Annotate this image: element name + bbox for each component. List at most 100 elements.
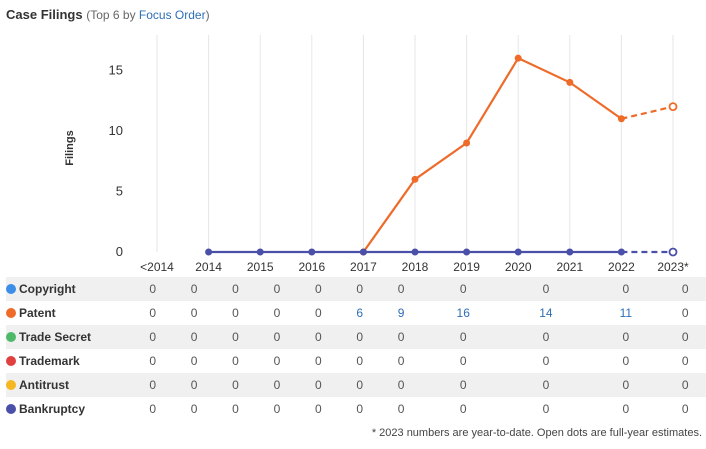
y-tick-10: 10 [109, 123, 123, 138]
cell-trade-secret-8: 0 [504, 325, 588, 349]
cell-trademark-5: 0 [356, 354, 364, 368]
series-name: Patent [19, 306, 56, 320]
series-label-patent[interactable]: Patent [6, 301, 132, 325]
cell-trademark-10: 0 [681, 354, 689, 368]
cell-antitrust-10: 0 [664, 373, 706, 397]
subtitle-prefix: (Top 6 by [86, 8, 139, 22]
cell-copyright-6: 0 [380, 277, 422, 301]
cell-bankruptcy-9: 0 [622, 402, 630, 416]
cell-bankruptcy-3: 0 [273, 402, 281, 416]
patent-estimate-line [621, 105, 674, 120]
cell-patent-4: 0 [314, 306, 322, 320]
cell-patent-0: 0 [149, 306, 157, 320]
legend-dot-icon [6, 308, 16, 318]
legend-dot-icon [6, 404, 16, 414]
cell-copyright-10: 0 [664, 277, 706, 301]
cell-bankruptcy-6: 0 [397, 402, 405, 416]
patent-line [362, 56, 623, 253]
cell-trade-secret-6: 0 [380, 325, 422, 349]
cell-antitrust-3: 0 [256, 373, 298, 397]
bankruptcy-point-7 [514, 248, 522, 256]
x-tick-4: 2017 [350, 260, 377, 274]
chart-title-bar: Case Filings (Top 6 by Focus Order) [6, 7, 210, 22]
cell-copyright-7: 0 [421, 277, 505, 301]
focus-order-link[interactable]: Focus Order [138, 8, 206, 22]
line-chart: 0 5 10 15 Filings <2014 2014 2015 2016 2017 2018 20… [64, 35, 689, 274]
x-tick-2: 2015 [247, 260, 274, 274]
cell-antitrust-5: 0 [339, 373, 381, 397]
cell-trade-secret-3: 0 [256, 325, 298, 349]
cell-bankruptcy-2: 0 [232, 402, 239, 416]
cell-trademark-7: 0 [459, 354, 467, 368]
cell-patent-9[interactable]: 11 [619, 306, 633, 320]
cell-copyright-1: 0 [173, 277, 215, 301]
series-name: Trademark [19, 354, 80, 368]
cell-bankruptcy-4: 0 [314, 402, 322, 416]
patent-point-7 [514, 54, 522, 62]
cell-bankruptcy-7: 0 [459, 402, 467, 416]
cell-antitrust-0: 0 [132, 373, 174, 397]
cell-copyright-0: 0 [132, 277, 174, 301]
bankruptcy-point-2 [256, 248, 264, 256]
cell-patent-10: 0 [681, 306, 689, 320]
x-tick-10: 2023* [657, 260, 689, 274]
cell-bankruptcy-10: 0 [681, 402, 689, 416]
bankruptcy-point-1 [205, 248, 213, 256]
cell-trade-secret-4: 0 [297, 325, 340, 349]
filings-table: Copyright 0 0 0 0 0 0 0 0 0 0 0 Patent 0 0 0 0 0 6 9 16 14 11 0… [6, 277, 706, 421]
cell-trademark-4: 0 [314, 354, 322, 368]
chart-title: Case Filings [6, 7, 83, 22]
table-row-bankruptcy: Bankruptcy 0 0 0 0 0 0 0 0 0 0 0 [6, 397, 706, 421]
subtitle-suffix: ) [205, 8, 210, 22]
legend-dot-icon [6, 380, 16, 390]
cell-trademark-6: 0 [397, 354, 405, 368]
footnote: * 2023 numbers are year-to-date. Open do… [371, 427, 702, 439]
patent-point-9 [617, 115, 625, 123]
x-tick-9: 2022 [608, 260, 635, 274]
series-label-copyright[interactable]: Copyright [6, 277, 132, 301]
table-row-antitrust: Antitrust 0 0 0 0 0 0 0 0 0 0 0 [6, 373, 706, 397]
cell-trademark-9: 0 [622, 354, 630, 368]
cell-bankruptcy-8: 0 [542, 402, 550, 416]
cell-copyright-8: 0 [504, 277, 588, 301]
bankruptcy-point-4 [359, 248, 367, 256]
table-row-copyright: Copyright 0 0 0 0 0 0 0 0 0 0 0 [6, 277, 706, 301]
cell-antitrust-7: 0 [421, 373, 505, 397]
legend-dot-icon [6, 284, 16, 294]
patent-point-5 [411, 175, 419, 183]
x-tick-1: 2014 [195, 260, 222, 274]
cell-patent-2: 0 [232, 306, 239, 320]
series-label-bankruptcy[interactable]: Bankruptcy [6, 397, 132, 421]
series-label-trademark[interactable]: Trademark [6, 349, 132, 373]
x-tick-8: 2021 [556, 260, 583, 274]
series-label-trade-secret[interactable]: Trade Secret [6, 325, 132, 349]
patent-estimate-point [668, 102, 678, 112]
cell-patent-8[interactable]: 14 [539, 306, 553, 320]
bankruptcy-point-3 [308, 248, 316, 256]
table-row-patent: Patent 0 0 0 0 0 6 9 16 14 11 0 [6, 301, 706, 325]
table-row-trade-secret: Trade Secret 0 0 0 0 0 0 0 0 0 0 0 [6, 325, 706, 349]
cell-bankruptcy-5: 0 [356, 402, 364, 416]
y-tick-5: 5 [116, 183, 123, 198]
cell-trademark-0: 0 [149, 354, 157, 368]
cell-copyright-2: 0 [214, 277, 257, 301]
y-tick-15: 15 [109, 62, 123, 77]
cell-trade-secret-9: 0 [587, 325, 665, 349]
cell-patent-5[interactable]: 6 [356, 306, 364, 320]
series-name: Antitrust [19, 378, 69, 392]
y-tick-0: 0 [116, 244, 123, 259]
cell-patent-7[interactable]: 16 [456, 306, 470, 320]
cell-antitrust-6: 0 [380, 373, 422, 397]
cell-trade-secret-10: 0 [664, 325, 706, 349]
patent-point-8 [566, 78, 574, 86]
x-tick-6: 2019 [453, 260, 480, 274]
cell-patent-6[interactable]: 9 [397, 306, 405, 320]
series-label-antitrust[interactable]: Antitrust [6, 373, 132, 397]
bankruptcy-estimate-point [668, 247, 678, 257]
cell-trade-secret-5: 0 [339, 325, 381, 349]
cell-trade-secret-0: 0 [132, 325, 174, 349]
cell-trademark-8: 0 [542, 354, 550, 368]
cell-antitrust-4: 0 [297, 373, 340, 397]
patent-point-6 [463, 139, 471, 147]
cell-trade-secret-1: 0 [173, 325, 215, 349]
